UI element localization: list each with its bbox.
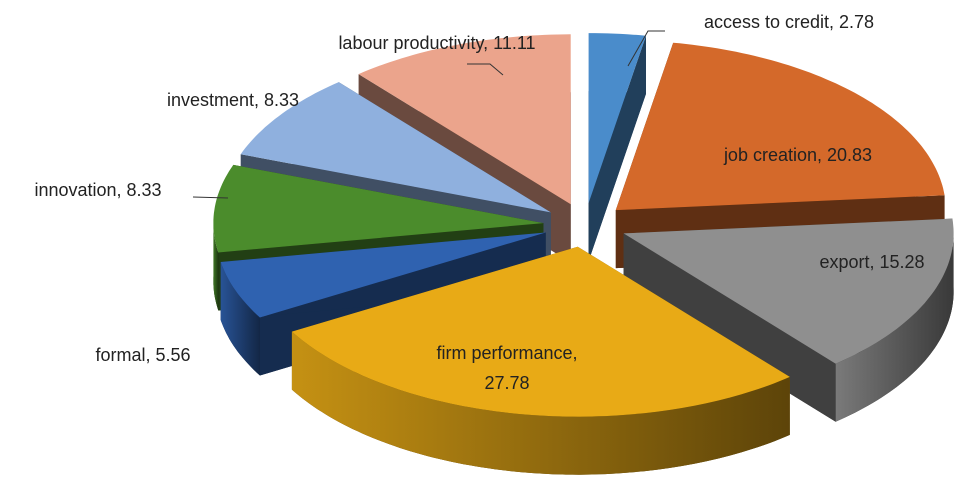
slice-group [623,218,954,422]
data-label: export, 15.28 [819,252,925,272]
data-label: firm performance, 27.78 [436,343,578,393]
leader-line [192,196,229,199]
slice-group [291,246,790,475]
data-label: access to credit, 2.78 [703,12,875,32]
data-label: investment, 8.33 [166,90,300,110]
slice-radial-wall [588,35,646,262]
leader-line [627,30,665,67]
data-label: innovation, 8.33 [34,180,162,200]
slice [291,246,790,417]
slice [623,218,954,364]
data-label: formal, 5.56 [95,345,191,365]
slice-outer-wall [220,262,260,376]
slice-outer-wall [213,223,219,311]
slice-outer-wall [835,233,954,422]
data-label: job creation, 20.83 [723,145,873,165]
slice-outer-wall [291,331,790,475]
slice [588,33,646,204]
slice [220,232,546,318]
leader-line [467,63,504,76]
slice [213,164,544,253]
slice-group [588,33,646,262]
data-label: labour productivity, 11.11 [338,33,536,53]
slice [358,34,571,205]
slice [240,82,551,213]
slice [615,42,945,211]
